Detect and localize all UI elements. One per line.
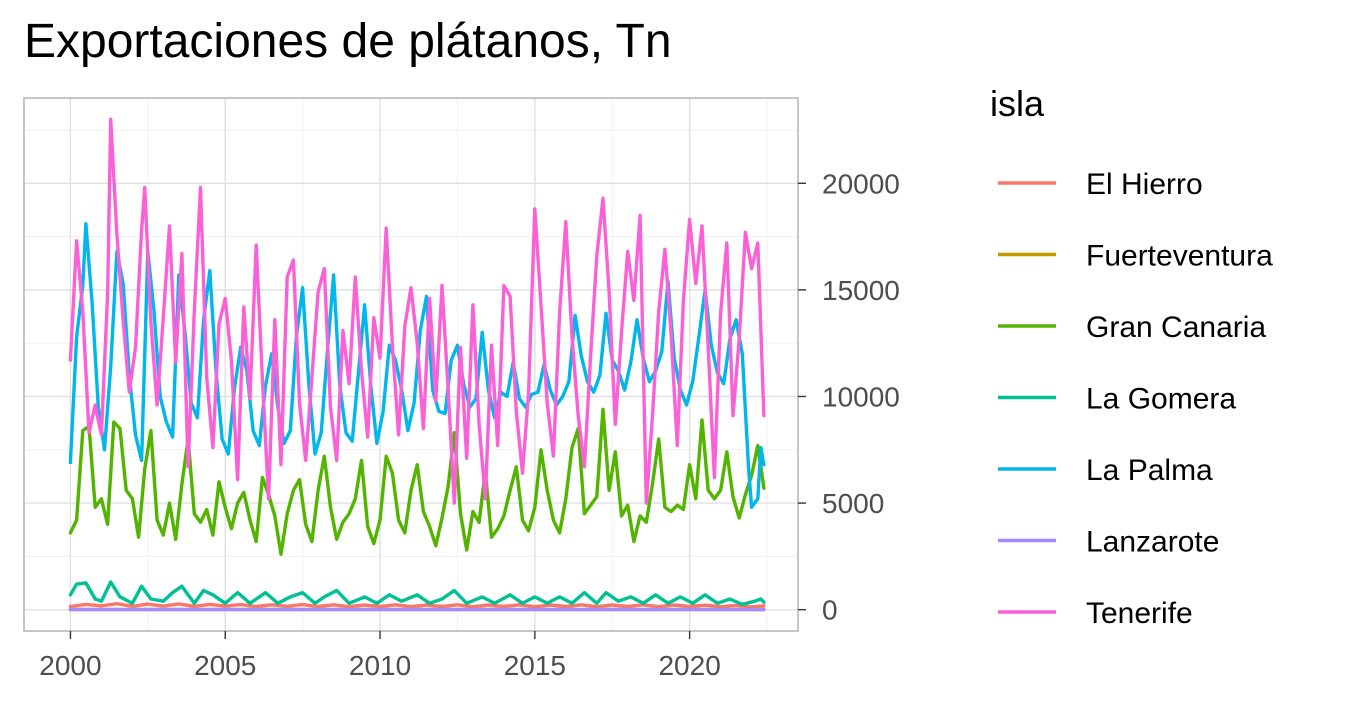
x-tick-label: 2015 bbox=[504, 650, 566, 681]
y-tick-label: 15000 bbox=[822, 275, 900, 306]
x-tick-label: 2000 bbox=[39, 650, 101, 681]
legend: isla El Hierro Fuerteventura Gran Canaria L… bbox=[990, 83, 1273, 630]
y-tick-label: 0 bbox=[822, 595, 838, 626]
panel-border bbox=[23, 97, 799, 632]
series-line-tenerife bbox=[68, 117, 766, 505]
legend-item-lanzarote: Lanzarote bbox=[998, 526, 1219, 559]
legend-label: Fuerteventura bbox=[1086, 240, 1273, 273]
legend-item-la-palma: La Palma bbox=[998, 454, 1213, 487]
x-tick-label: 2020 bbox=[658, 650, 720, 681]
legend-item-fuerteventura: Fuerteventura bbox=[998, 240, 1273, 273]
legend-label: Gran Canaria bbox=[1086, 311, 1266, 344]
legend-item-el-hierro: El Hierro bbox=[998, 168, 1203, 201]
legend-title: isla bbox=[990, 83, 1045, 124]
legend-item-gran-canaria: Gran Canaria bbox=[998, 311, 1266, 344]
chart-title: Exportaciones de plátanos, Tn bbox=[24, 15, 672, 68]
legend-label: La Gomera bbox=[1086, 383, 1236, 416]
series-line-la-gomera bbox=[68, 580, 766, 607]
plot-panel bbox=[23, 97, 799, 632]
y-tick-label: 5000 bbox=[822, 488, 884, 519]
y-tick-label: 10000 bbox=[822, 381, 900, 412]
legend-label: La Palma bbox=[1086, 454, 1213, 487]
legend-label: El Hierro bbox=[1086, 168, 1203, 201]
legend-label: Tenerife bbox=[1086, 597, 1193, 630]
y-tick-label: 20000 bbox=[822, 168, 900, 199]
series-line-el-hierro bbox=[68, 602, 766, 609]
legend-item-la-gomera: La Gomera bbox=[998, 383, 1236, 416]
y-axis: 0 5000 10000 15000 20000 bbox=[798, 168, 900, 626]
x-tick-label: 2005 bbox=[194, 650, 256, 681]
series-lines bbox=[68, 117, 766, 612]
legend-label: Lanzarote bbox=[1086, 526, 1219, 559]
x-axis: 2000 2005 2010 2015 2020 bbox=[39, 631, 721, 681]
x-tick-label: 2010 bbox=[349, 650, 411, 681]
legend-item-tenerife: Tenerife bbox=[998, 597, 1193, 630]
